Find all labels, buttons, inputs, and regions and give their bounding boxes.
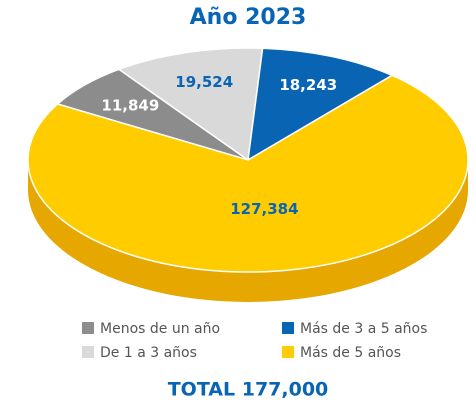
data-label: 18,243 xyxy=(279,76,337,94)
legend-swatch xyxy=(82,346,94,358)
data-label: 19,524 xyxy=(175,73,233,91)
slice-side xyxy=(28,160,468,302)
slice xyxy=(117,47,264,162)
legend-swatch xyxy=(82,322,94,334)
data-label: 11,849 xyxy=(101,96,159,114)
slice xyxy=(27,74,469,273)
legend-swatch xyxy=(282,322,294,334)
legend-swatch xyxy=(282,346,294,358)
total: TOTAL 177,000 xyxy=(168,379,329,401)
legend-label: De 1 a 3 años xyxy=(100,345,197,361)
legend-label: Más de 5 años xyxy=(300,345,401,361)
slice xyxy=(247,47,394,162)
pie xyxy=(27,47,469,302)
legend-label: Menos de un año xyxy=(100,321,220,337)
chart-title: Año 2023 xyxy=(190,5,307,30)
legend-label: Más de 3 a 5 años xyxy=(300,321,427,337)
data-label: 127,384 xyxy=(230,200,298,218)
